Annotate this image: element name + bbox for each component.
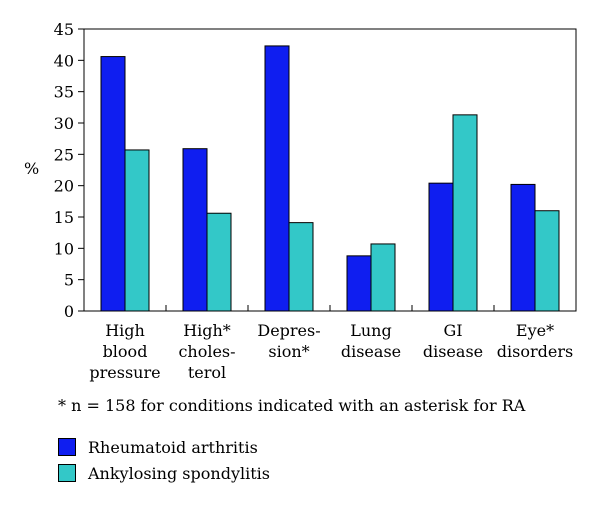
bar-rheumatoid-arthritis — [264, 45, 290, 312]
x-category-label: sion* — [268, 342, 309, 361]
x-category-label: High — [105, 321, 145, 340]
bar-rheumatoid-arthritis — [100, 56, 126, 312]
y-tick-label: 20 — [54, 177, 74, 196]
x-category-label: terol — [188, 363, 226, 382]
y-tick-label: 45 — [54, 20, 74, 39]
x-category-label: Lung — [350, 321, 391, 340]
legend-swatch-as — [58, 464, 76, 482]
x-category-label: disorders — [497, 342, 573, 361]
bar-rheumatoid-arthritis — [182, 148, 208, 312]
x-category-label: disease — [341, 342, 401, 361]
bar-ankylosing-spondylitis — [370, 243, 396, 312]
x-category-label: choles- — [178, 342, 235, 361]
legend-label-ra: Rheumatoid arthritis — [88, 437, 258, 457]
bar-rheumatoid-arthritis — [510, 183, 536, 312]
y-tick-label: 5 — [64, 271, 74, 290]
legend-item-ra: Rheumatoid arthritis — [58, 434, 270, 460]
x-category-label: pressure — [89, 363, 160, 382]
y-tick-label: 15 — [54, 208, 74, 227]
x-category-label: disease — [423, 342, 483, 361]
y-axis-label: % — [24, 159, 39, 178]
bar-ankylosing-spondylitis — [534, 210, 560, 312]
x-category-label: High* — [183, 321, 231, 340]
y-tick-label: 35 — [54, 83, 74, 102]
legend-label-as: Ankylosing spondylitis — [88, 463, 270, 483]
bar-ankylosing-spondylitis — [288, 222, 314, 312]
legend-item-as: Ankylosing spondylitis — [58, 460, 270, 486]
legend: Rheumatoid arthritis Ankylosing spondyli… — [58, 434, 270, 486]
y-tick-label: 30 — [54, 114, 74, 133]
x-category-label: Depres- — [257, 321, 320, 340]
bar-rheumatoid-arthritis — [428, 182, 454, 312]
bar-ankylosing-spondylitis — [452, 114, 478, 312]
x-category-label: blood — [103, 342, 148, 361]
bar-rheumatoid-arthritis — [346, 255, 372, 312]
plot-frame — [83, 28, 577, 312]
x-category-label: Eye* — [516, 321, 554, 340]
y-tick-label: 0 — [64, 302, 74, 321]
bars-group — [100, 45, 560, 312]
x-category-label: GI — [443, 321, 462, 340]
footnote: * n = 158 for conditions indicated with … — [58, 396, 526, 415]
legend-swatch-ra — [58, 438, 76, 456]
y-tick-label: 25 — [54, 145, 74, 164]
bar-ankylosing-spondylitis — [206, 212, 232, 312]
y-tick-label: 10 — [54, 239, 74, 258]
x-axis: High blood pressure High* choles-terol Depres… — [89, 305, 573, 382]
y-axis: 0 5 10 15 20 25 30 35 40 45 — [54, 20, 84, 321]
bar-ankylosing-spondylitis — [124, 149, 150, 312]
y-tick-label: 40 — [54, 51, 74, 70]
